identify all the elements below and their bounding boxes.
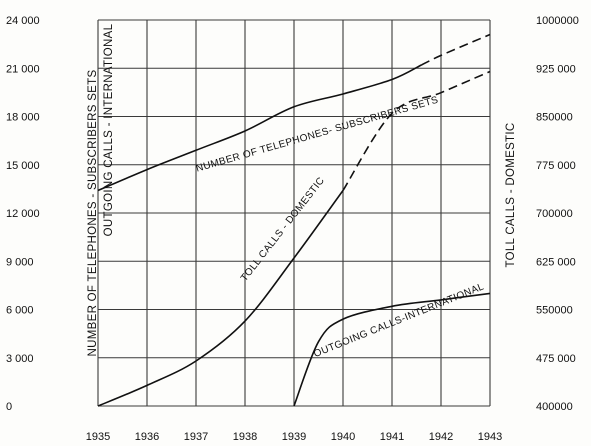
right-tick-label: 850000 xyxy=(536,112,573,124)
left-tick-label: 18 000 xyxy=(6,112,40,124)
right-axis-title: TOLL CALLS - DOMESTIC xyxy=(505,123,517,268)
x-tick-label: 1943 xyxy=(478,431,502,443)
right-tick-label: 475 000 xyxy=(536,353,576,365)
left-axis-title: NUMBER OF TELEPHONES - SUBSCRIBERS SETS xyxy=(87,70,99,357)
series-line-dashed-1 xyxy=(342,70,491,191)
x-tick-label: 1940 xyxy=(331,431,355,443)
series-line-1 xyxy=(97,190,344,407)
left-tick-label: 0 xyxy=(6,401,12,413)
x-tick-label: 1937 xyxy=(184,431,208,443)
series-line-dashed-0 xyxy=(421,33,491,66)
left-tick-label: 9 000 xyxy=(6,256,34,268)
right-tick-label: 400000 xyxy=(536,401,573,413)
left-tick-label: 6 000 xyxy=(6,305,34,317)
curve-label-0: NUMBER OF TELEPHONES- SUBSCRIBERS SETS xyxy=(195,95,440,175)
series-line-2 xyxy=(293,292,491,407)
left-tick-label: 15 000 xyxy=(6,160,40,172)
right-tick-label: 550000 xyxy=(536,305,573,317)
x-tick-label: 1942 xyxy=(429,431,453,443)
left-axis-title-secondary: OUTGOING CALLS - INTERNATIONAL xyxy=(103,23,115,236)
curve-label-1: TOLL CALLS - DOMESTIC xyxy=(239,175,327,283)
x-tick-label: 1938 xyxy=(233,431,257,443)
x-tick-label: 1936 xyxy=(135,431,159,443)
left-tick-label: 24 000 xyxy=(6,15,40,27)
right-tick-label: 700000 xyxy=(536,208,573,220)
series-line-0 xyxy=(97,64,422,192)
right-tick-label: 775 000 xyxy=(536,160,576,172)
left-tick-label: 3 000 xyxy=(6,353,34,365)
right-tick-label: 1000000 xyxy=(536,15,579,27)
x-tick-label: 1935 xyxy=(86,431,110,443)
right-tick-label: 925 000 xyxy=(536,63,576,75)
left-tick-label: 21 000 xyxy=(6,63,40,75)
right-tick-label: 625 000 xyxy=(536,256,576,268)
x-tick-label: 1939 xyxy=(282,431,306,443)
left-tick-label: 12 000 xyxy=(6,208,40,220)
x-tick-label: 1941 xyxy=(380,431,404,443)
